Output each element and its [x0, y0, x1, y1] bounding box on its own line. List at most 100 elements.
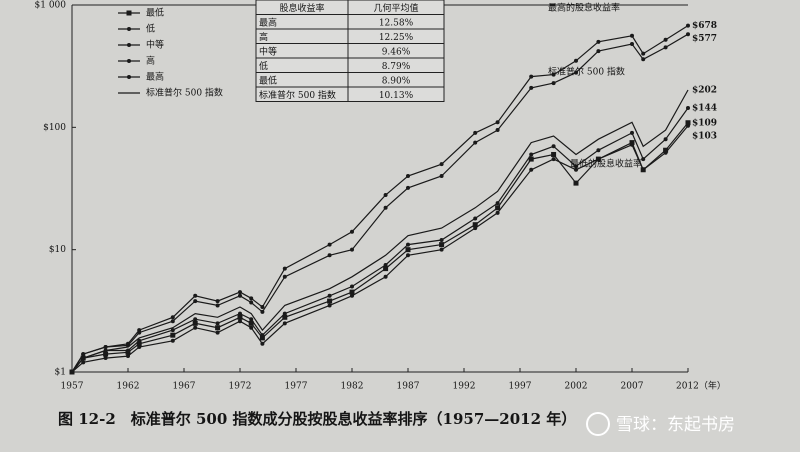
y-tick-label: $1 000 — [35, 1, 67, 11]
data-point — [215, 321, 220, 326]
legend-label: 最低 — [146, 7, 164, 19]
data-point — [237, 314, 243, 320]
data-point — [170, 315, 175, 320]
data-point — [215, 303, 220, 308]
legend-label: 最高 — [146, 71, 164, 83]
data-point — [663, 147, 669, 153]
data-point — [686, 123, 690, 128]
data-point — [686, 32, 690, 37]
data-point — [596, 157, 601, 162]
data-point — [192, 320, 198, 326]
data-point — [630, 41, 634, 46]
data-point — [170, 332, 176, 338]
data-point — [170, 328, 175, 333]
table-cell: 12.25% — [379, 33, 414, 43]
end-label: $109 — [692, 118, 717, 128]
legend-label: 低 — [146, 23, 155, 35]
table-cell: 8.90% — [382, 76, 411, 86]
data-point — [170, 319, 175, 324]
x-tick-label: 1982 — [341, 382, 364, 392]
data-point — [663, 150, 668, 155]
legend-marker — [127, 75, 131, 79]
data-point — [170, 338, 175, 343]
data-point — [551, 81, 556, 86]
y-tick-label: $1 — [55, 368, 66, 378]
annotation: 标准普尔 500 指数 — [548, 66, 625, 78]
data-point — [193, 325, 198, 330]
data-point — [350, 247, 354, 252]
data-point — [663, 45, 668, 50]
caption: 图 12-2 标准普尔 500 指数成分股按股息收益率排序（1957—2012 … — [58, 410, 576, 428]
data-point — [136, 341, 142, 347]
data-point — [249, 325, 254, 330]
data-point — [574, 58, 578, 63]
legend-marker — [126, 10, 132, 16]
data-point — [282, 311, 287, 316]
data-point — [439, 237, 444, 242]
data-point — [260, 304, 265, 309]
data-point — [574, 167, 578, 172]
data-point — [249, 317, 254, 322]
data-point — [529, 152, 534, 157]
data-point — [574, 70, 578, 75]
end-label: $103 — [692, 131, 717, 141]
data-point — [641, 51, 646, 56]
table-cell: 9.46% — [382, 47, 411, 57]
x-tick-label: 1992 — [453, 382, 476, 392]
data-point — [126, 354, 130, 359]
x-tick-label: 1972 — [229, 382, 252, 392]
data-point — [472, 222, 478, 228]
data-point — [439, 247, 444, 252]
data-point — [406, 185, 410, 190]
annotation: 最高的股息收益率 — [548, 2, 620, 14]
data-point — [551, 144, 556, 149]
table-cell: 12.58% — [379, 18, 414, 28]
data-point — [249, 300, 254, 305]
data-point — [439, 242, 445, 248]
data-point — [215, 330, 220, 335]
data-point — [573, 180, 579, 186]
table-cell: 标准普尔 500 指数 — [259, 89, 336, 101]
x-tick-label: 1977 — [285, 382, 308, 392]
data-point — [282, 314, 288, 320]
legend-marker — [127, 59, 131, 63]
data-point — [495, 205, 501, 211]
legend-marker — [127, 27, 131, 31]
data-point — [103, 345, 108, 350]
data-point — [383, 262, 388, 267]
data-point — [439, 162, 444, 167]
data-point — [193, 293, 198, 298]
annotation: 最低的股息收益率 — [570, 158, 642, 170]
data-point — [630, 142, 634, 147]
data-point — [327, 293, 332, 298]
data-point — [126, 341, 130, 346]
data-point — [81, 360, 86, 365]
x-tick-label: 2007 — [621, 382, 644, 392]
data-point — [641, 57, 646, 62]
y-tick-label: $10 — [49, 245, 66, 255]
data-point — [663, 137, 668, 142]
data-point — [473, 226, 478, 231]
data-point — [663, 37, 668, 42]
data-point — [686, 105, 690, 110]
data-point — [630, 33, 634, 38]
table-cell: 中等 — [259, 45, 277, 57]
legend-label: 高 — [146, 55, 155, 67]
data-point — [282, 274, 287, 279]
data-point — [126, 348, 130, 353]
data-point — [405, 247, 411, 253]
end-label: $577 — [692, 34, 717, 44]
table-header: 几何平均值 — [373, 2, 418, 14]
data-point — [596, 49, 601, 54]
data-point — [641, 157, 646, 162]
data-point — [137, 338, 142, 343]
x-tick-label: 2012（年） — [676, 380, 726, 392]
data-point — [137, 345, 142, 350]
data-point — [551, 72, 556, 77]
data-point — [439, 174, 444, 179]
data-point — [103, 356, 108, 361]
data-point — [349, 289, 355, 295]
data-point — [249, 296, 254, 301]
